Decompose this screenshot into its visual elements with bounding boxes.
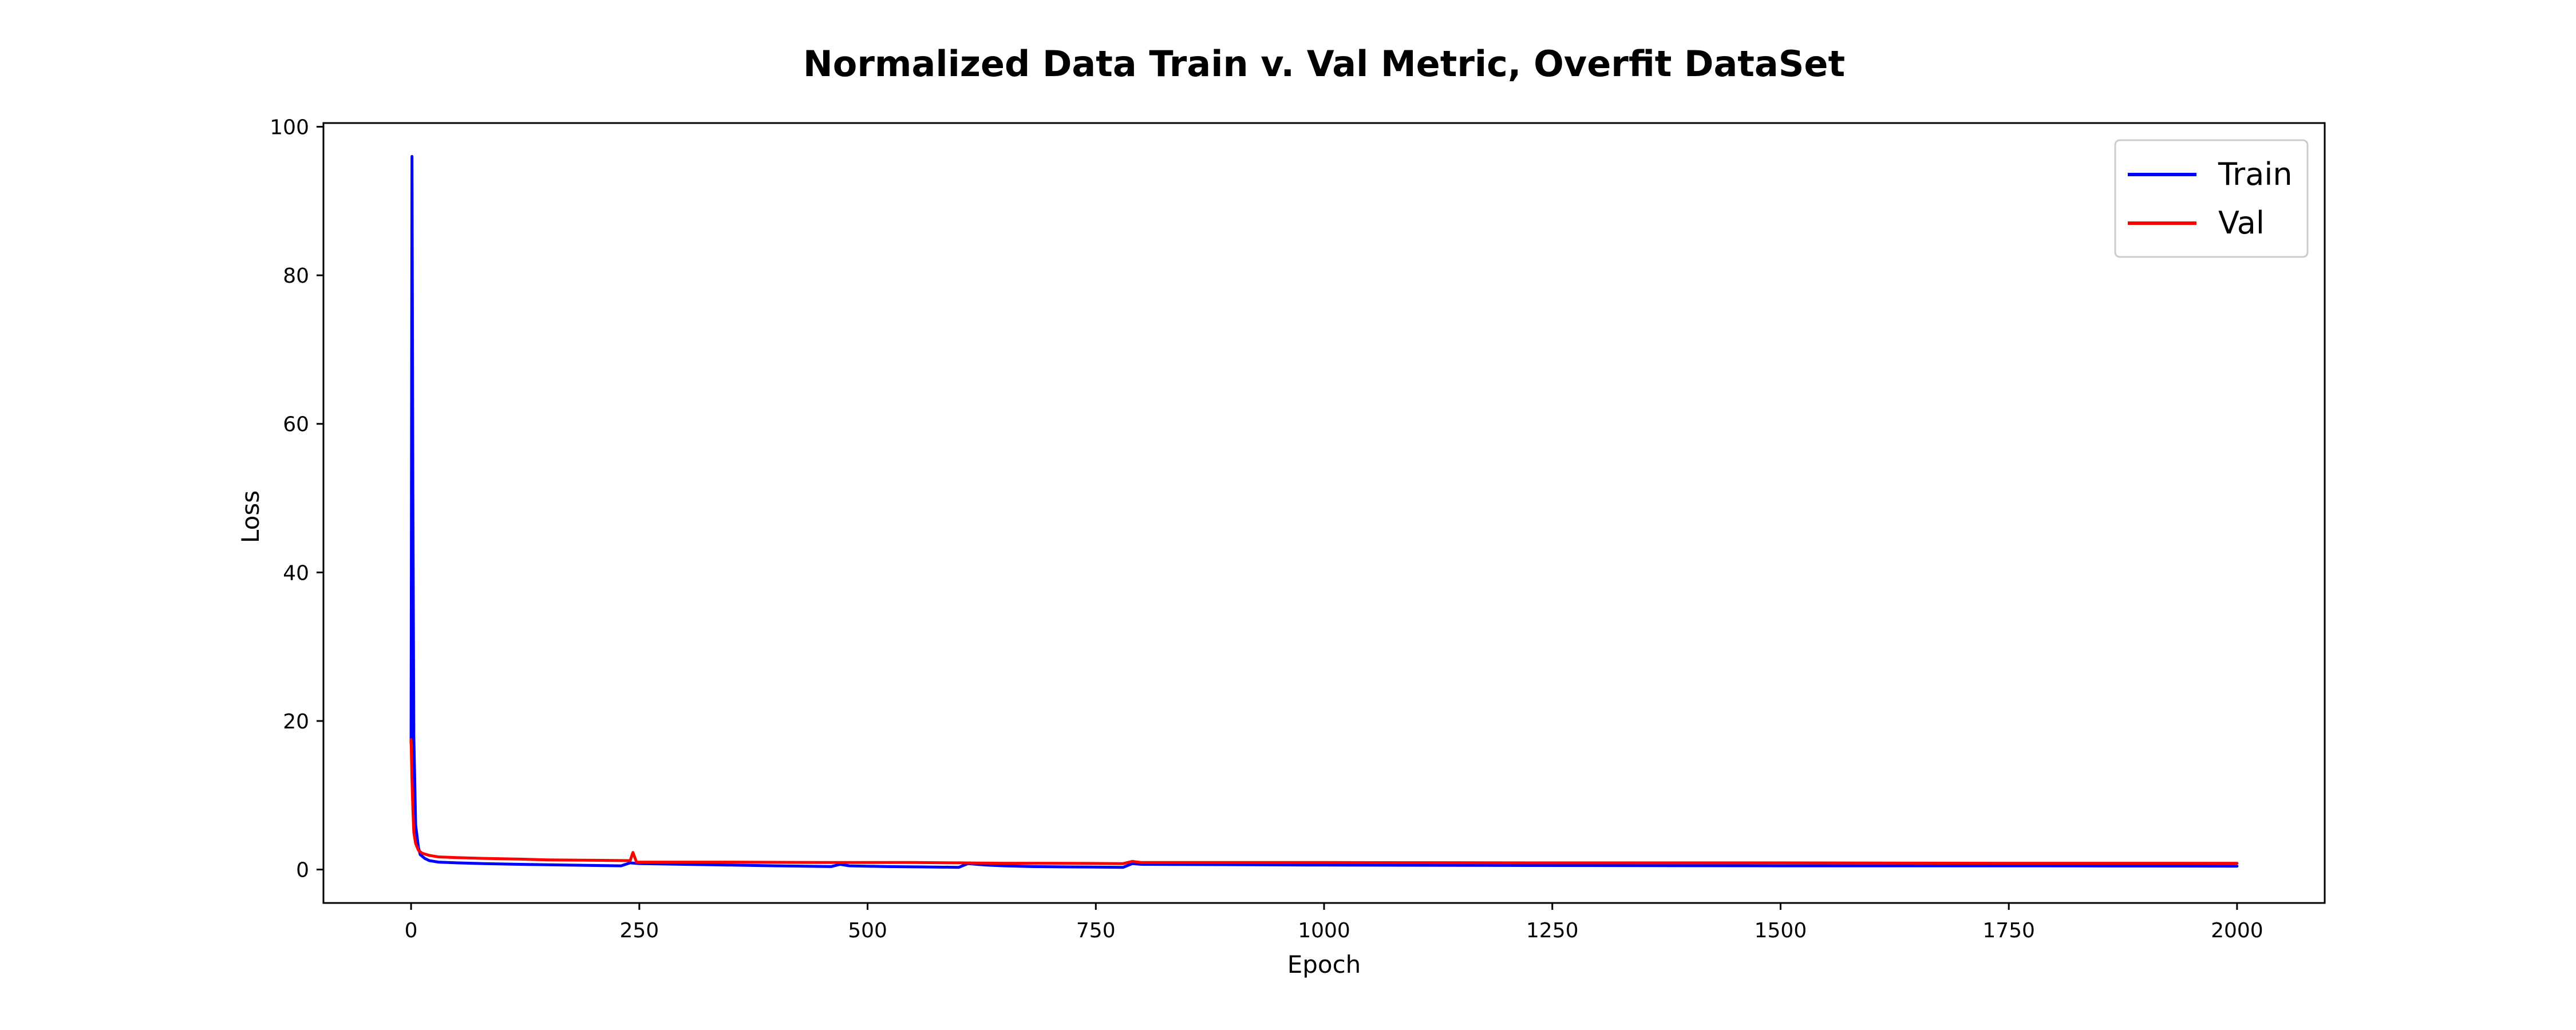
y-tick-label: 60 <box>283 413 309 437</box>
x-tick-label: 1250 <box>1526 919 1579 942</box>
legend: Train Val <box>2114 139 2309 258</box>
y-tick-label: 0 <box>296 859 309 882</box>
x-tick-label: 750 <box>1076 919 1116 942</box>
y-tick-label: 40 <box>283 561 309 585</box>
y-tick-label: 20 <box>283 710 309 734</box>
x-tick-label: 250 <box>619 919 659 942</box>
x-tick-label: 1000 <box>1298 919 1350 942</box>
x-tick-label: 1500 <box>1755 919 1807 942</box>
x-tick-label: 500 <box>848 919 887 942</box>
x-tick-label: 1750 <box>1982 919 2035 942</box>
y-tick-label: 100 <box>270 116 309 139</box>
series-line-train <box>409 154 2239 869</box>
x-axis-label: Epoch <box>1287 950 1361 978</box>
y-axis-label: Loss <box>236 490 264 543</box>
axis-ticks: 0 250 500 750 1000 1250 1500 1750 2000 0 20 40 60 80 1… <box>270 116 2263 942</box>
plot-frame <box>322 122 2326 904</box>
legend-label-train: Train <box>2218 156 2293 192</box>
legend-label-val: Val <box>2218 205 2265 241</box>
plot-lines <box>409 154 2239 869</box>
y-tick-label: 80 <box>283 264 309 288</box>
legend-box <box>2114 139 2309 258</box>
series-line-val <box>409 738 2239 865</box>
x-tick-label: 0 <box>405 919 418 942</box>
chart-title: Normalized Data Train v. Val Metric, Ove… <box>803 43 1845 85</box>
x-tick-label: 2000 <box>2211 919 2263 942</box>
